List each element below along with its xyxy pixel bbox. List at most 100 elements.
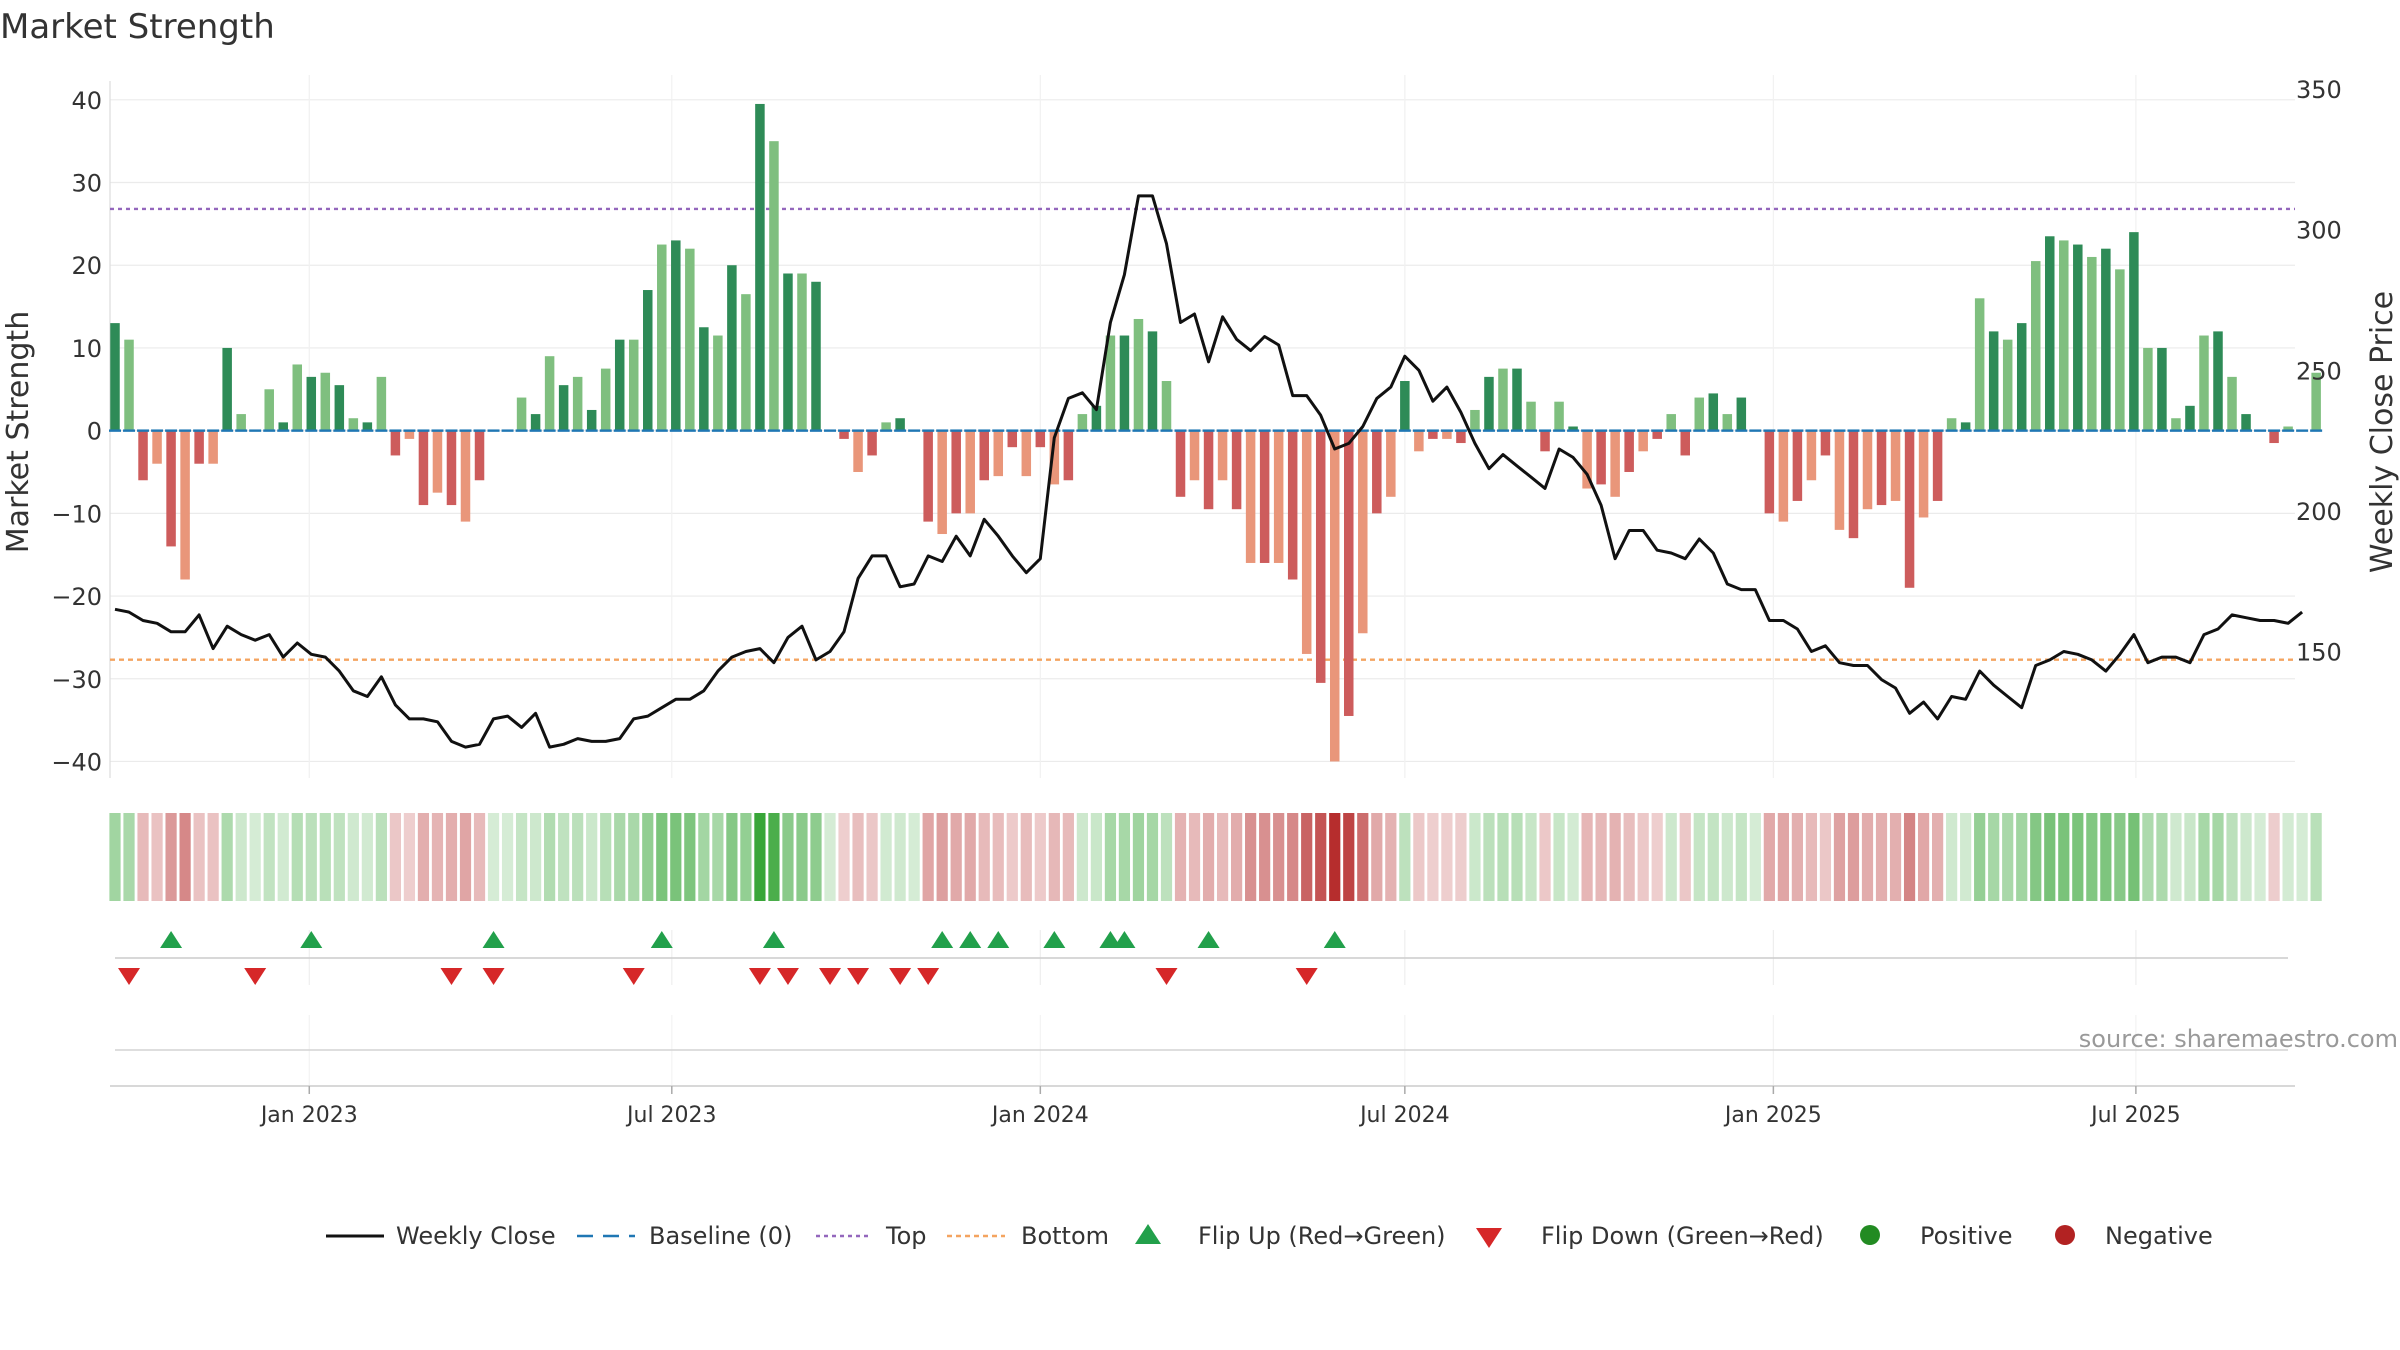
heat-cell [1188,813,1201,901]
heat-cell [1960,813,1972,901]
flip-down-marker [917,968,940,985]
legend-swatch-flip-up [1135,1224,1161,1244]
heat-cell [333,813,345,901]
heat-cell [824,813,836,901]
heat-cell [235,813,247,901]
strength-bar [194,430,204,464]
heat-cell [2268,813,2280,901]
strength-bar [1540,430,1550,452]
heat-cell [810,813,822,901]
heat-cell [2086,813,2098,901]
heat-cell [754,813,766,901]
heat-cell [1399,813,1411,901]
strength-bar [2045,236,2055,431]
heat-cell [2226,813,2238,901]
heat-cell [1889,813,1902,901]
heat-cell [1385,813,1397,901]
strength-bar [1231,430,1242,510]
strength-bar [1063,430,1074,481]
y-tick-label: 20 [71,252,102,280]
strength-bar [727,265,737,431]
strength-bar [1848,430,1859,539]
chart-title: Market Strength [0,7,275,47]
flip-down-marker [819,968,842,985]
strength-bar [1918,430,1929,518]
strength-bar [1498,368,1508,431]
heat-cell [1609,813,1621,901]
strength-bar [2269,430,2279,444]
heat-cell [1946,813,1958,901]
strength-bar [390,430,401,456]
strength-bar [152,430,162,464]
strength-bar [530,414,541,431]
heat-cell [1749,813,1761,901]
heat-cell [1917,813,1930,901]
heat-cell [1875,813,1888,901]
strength-bar [1862,430,1873,510]
heat-cell [670,813,682,901]
strength-bar [558,385,569,431]
heat-cell [1988,813,2000,901]
strength-bar [1834,430,1845,530]
heat-cell [361,813,373,901]
strength-bar [1344,430,1354,716]
heat-cell [2058,813,2070,901]
flip-down-marker [244,968,267,985]
heat-cell [2072,813,2084,901]
strength-bar [2129,232,2139,431]
y2-tick-label: 250 [2296,357,2342,385]
heat-cell [1679,813,1691,901]
strength-bar [1007,430,1018,448]
heat-cell [2310,813,2322,901]
strength-bar [110,323,120,431]
flip-up-marker [959,931,982,948]
heat-cell [1932,813,1944,901]
strength-bar [544,356,555,431]
x-tick-label: Jan 2025 [1723,1103,1822,1128]
heat-cell [473,813,486,901]
heat-cell [992,813,1004,901]
heat-cell [1441,813,1453,901]
y-tick-label: 10 [71,335,102,363]
heat-cell [1974,813,1986,901]
legend-label: Bottom [1021,1222,1109,1250]
heat-cell [1259,813,1271,901]
heat-cell [2240,813,2252,901]
heat-cell [922,813,934,901]
heat-cell [1847,813,1860,901]
strength-bar [2016,323,2027,431]
heat-cell [1539,813,1551,901]
y-tick-label: −40 [51,748,102,776]
heat-cell [1455,813,1467,901]
heat-cell [221,813,233,901]
flip-up-marker [1197,931,1220,948]
strength-bar [1442,430,1452,439]
heat-cell [2156,813,2168,901]
strength-bar [1147,331,1158,431]
strength-bar [1904,430,1915,588]
strength-bar [1259,430,1270,563]
heat-cell [2142,813,2154,901]
flip-down-marker [847,968,870,985]
strength-bar [180,430,190,580]
strength-bar [1105,335,1116,431]
strength-bar [2213,331,2223,431]
heat-cell [207,813,219,901]
heat-cell [417,813,430,901]
strength-bar [1287,430,1298,580]
strength-bar [1764,430,1775,514]
heat-cell [2198,813,2210,901]
x-tick-label: Jul 2024 [1358,1103,1450,1128]
strength-bar [2059,240,2069,431]
heat-cell [179,813,191,901]
heat-cell [656,813,668,901]
strength-bar [1386,430,1396,497]
heat-cell [1497,813,1509,901]
strength-bar [1273,430,1284,563]
x-tick-label: Jul 2025 [2089,1103,2181,1128]
heat-cell [894,813,906,901]
heat-cell [459,813,472,901]
x-axis: Jan 2023 Jul 2023 Jan 2024 Jul 2024 Jan 2025… [110,1085,2295,1128]
strength-bar [1484,376,1494,431]
strength-bar [671,240,681,431]
